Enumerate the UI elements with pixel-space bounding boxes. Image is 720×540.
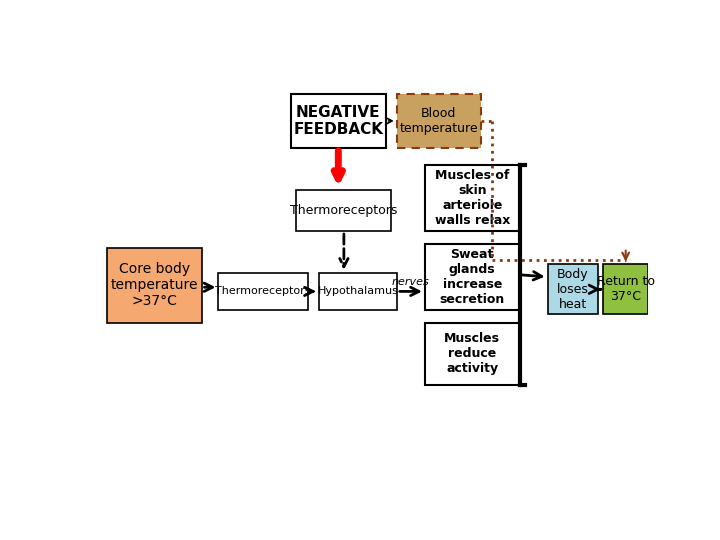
FancyBboxPatch shape [425, 322, 520, 385]
Text: Thermoreceptors: Thermoreceptors [215, 286, 311, 296]
FancyBboxPatch shape [425, 244, 520, 310]
FancyBboxPatch shape [397, 94, 481, 148]
Text: Core body
temperature
>37°C: Core body temperature >37°C [110, 262, 198, 308]
Text: nerves: nerves [392, 277, 430, 287]
FancyBboxPatch shape [291, 94, 386, 148]
Text: Hypothalamus: Hypothalamus [318, 286, 398, 296]
FancyBboxPatch shape [319, 273, 397, 310]
FancyBboxPatch shape [547, 265, 598, 314]
Text: Body
loses
heat: Body loses heat [557, 268, 589, 311]
Text: Return to
37°C: Return to 37°C [597, 275, 654, 303]
Text: Sweat
glands
increase
secretion: Sweat glands increase secretion [440, 248, 505, 306]
FancyBboxPatch shape [297, 190, 392, 231]
Text: Muscles of
skin
arteriole
walls relax: Muscles of skin arteriole walls relax [435, 169, 510, 227]
FancyBboxPatch shape [107, 248, 202, 322]
Text: Thermoreceptors: Thermoreceptors [290, 204, 397, 217]
Text: Muscles
reduce
activity: Muscles reduce activity [444, 332, 500, 375]
FancyBboxPatch shape [603, 265, 648, 314]
Text: Blood
temperature: Blood temperature [400, 107, 478, 135]
FancyBboxPatch shape [218, 273, 307, 310]
FancyBboxPatch shape [425, 165, 520, 231]
Text: NEGATIVE
FEEDBACK: NEGATIVE FEEDBACK [293, 105, 383, 137]
